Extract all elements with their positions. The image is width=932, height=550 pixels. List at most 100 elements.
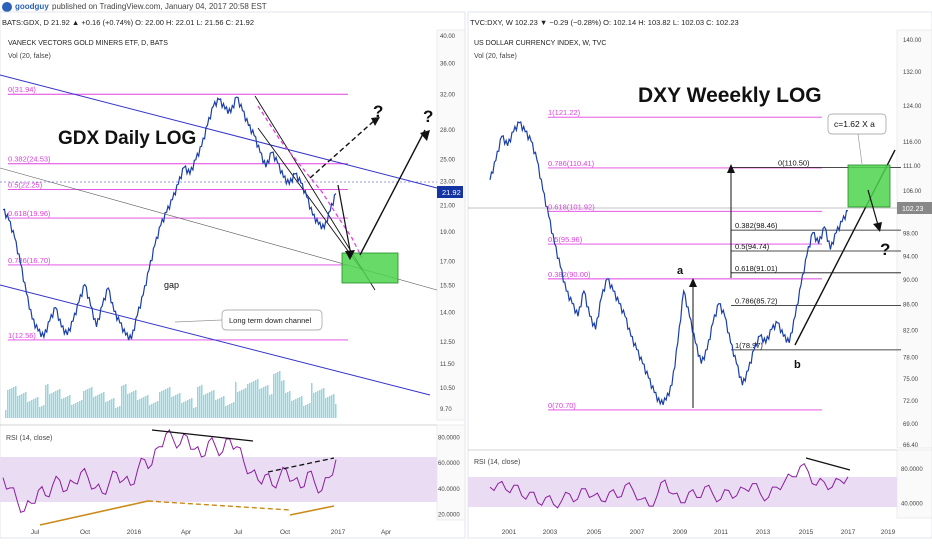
gdx-volume-bar xyxy=(151,404,153,418)
gdx-volume-bar xyxy=(257,379,259,418)
gdx-lower-channel-line xyxy=(0,284,431,396)
gdx-volume-bar xyxy=(165,389,167,418)
gdx-volume-bar xyxy=(131,392,133,418)
gdx-x-tick: 2017 xyxy=(331,529,346,536)
gdx-y-tick: 11.50 xyxy=(440,362,455,368)
gdx-volume-bar xyxy=(213,390,215,418)
gdx-y-tick: 32.00 xyxy=(440,93,456,99)
dxy-x-tick: 2005 xyxy=(587,529,602,536)
dxy-x-axis[interactable]: 2001 2003 2005 2007 2009 2011 2013 2015 2017 2019 xyxy=(502,529,896,536)
gdx-volume-bar xyxy=(11,388,13,418)
gdx-title: VANECK VECTORS GOLD MINERS ETF, D, BATS xyxy=(8,40,168,47)
gdx-y-tick: 25.00 xyxy=(440,158,456,164)
gdx-volume-bar xyxy=(267,385,269,418)
gdx-volume-bar xyxy=(155,402,157,418)
dxy-x-tick: 2009 xyxy=(673,529,688,536)
gdx-volume-bar xyxy=(125,384,127,418)
publisher-username[interactable]: goodguy xyxy=(15,2,49,11)
dxy-fib-label: 0(70.70) xyxy=(548,401,576,410)
gdx-volume-bar xyxy=(157,401,159,418)
gdx-volume-bar xyxy=(191,398,193,418)
dxy-proj-label: 0.786(85.72) xyxy=(735,296,778,305)
gdx-fib-label: 0(31.94) xyxy=(8,85,36,94)
gdx-volume-bar xyxy=(223,396,225,418)
gdx-volume-bar xyxy=(49,394,51,418)
gdx-volume-bar xyxy=(287,392,289,418)
gdx-volume-bar xyxy=(317,391,319,418)
gdx-volume-bar xyxy=(85,390,87,418)
gdx-volume-bar xyxy=(259,389,261,418)
gdx-rsi-support-1 xyxy=(39,500,149,526)
gdx-volume-bar xyxy=(277,372,279,418)
gdx-last-price: 21.92 xyxy=(442,188,461,197)
gdx-rsi-tick: 40.0000 xyxy=(438,487,460,493)
gdx-volume-bar xyxy=(147,395,149,418)
gdx-rsi-axis: 80.0000 60.0000 40.0000 20.0000 xyxy=(438,435,460,518)
gdx-volume-bar xyxy=(269,395,271,418)
gdx-x-tick: Oct xyxy=(80,529,90,536)
gdx-quote: BATS:GDX, D 21.92 ▲ +0.16 (+0.74%) O: 22… xyxy=(2,18,254,27)
gdx-rsi-line xyxy=(2,429,337,513)
publish-bar: goodguy published on TradingView.com, Ja… xyxy=(0,0,932,14)
gdx-up-arrow xyxy=(359,129,426,256)
gdx-volume-bar xyxy=(143,397,145,418)
gdx-volume-bar xyxy=(115,408,117,418)
gdx-volume-bar xyxy=(197,387,199,418)
gdx-volume-bar xyxy=(243,389,245,418)
gdx-volume-bar xyxy=(299,397,301,418)
dxy-x-tick: 2015 xyxy=(799,529,814,536)
gdx-volume-bar xyxy=(35,398,37,418)
dxy-question: ? xyxy=(880,240,890,259)
gdx-y-axis[interactable]: 40.00 36.00 32.00 28.00 25.00 23.00 21.00 19.00… xyxy=(440,34,456,413)
dxy-proj-label: 1(78.97) xyxy=(735,341,763,350)
gdx-volume-bar xyxy=(263,387,265,418)
dxy-vol-label: Vol (20, false) xyxy=(474,53,517,60)
gdx-volume-bar xyxy=(15,386,17,418)
gdx-volume-bar xyxy=(219,398,221,418)
gdx-volume-bar xyxy=(225,406,227,418)
gdx-volume-bar xyxy=(5,410,7,418)
gdx-volume-bar xyxy=(181,403,183,418)
gdx-volume-bar xyxy=(29,401,31,418)
gdx-volume-bar xyxy=(95,396,97,418)
gdx-volume-bar xyxy=(149,405,151,418)
gdx-volume-bar xyxy=(83,391,85,418)
gdx-volume-bar xyxy=(117,407,119,418)
gdx-volume-bar xyxy=(169,387,171,418)
gdx-volume-bar xyxy=(37,397,39,418)
gdx-y-tick: 40.00 xyxy=(440,34,456,40)
gdx-volume-bar xyxy=(45,385,47,418)
gdx-volume-bar xyxy=(321,389,323,418)
dxy-ratio-note: c=1.62 X a xyxy=(834,119,875,129)
dxy-y-tick: 124.00 xyxy=(903,104,922,110)
gdx-volume-bar xyxy=(59,389,61,418)
gdx-volume-bar xyxy=(271,394,273,418)
gdx-volume-bar xyxy=(209,392,211,418)
gdx-volume-bar xyxy=(333,394,335,418)
gdx-volume-bar xyxy=(129,393,131,418)
gdx-volume-bar xyxy=(319,390,321,418)
gdx-x-tick: Apr xyxy=(381,529,392,536)
gdx-volume-bar xyxy=(43,405,45,418)
gdx-x-axis[interactable]: Jul Oct 2016 Apr Jul Oct 2017 Apr xyxy=(31,529,392,536)
gdx-volume-bar xyxy=(307,404,309,418)
gdx-volume-bar xyxy=(91,387,93,418)
gdx-volume-bar xyxy=(253,381,255,418)
dxy-panel: TVC:DXY, W 102.23 ▼ −0.29 (−0.28%) O: 10… xyxy=(467,11,932,539)
gdx-volume-bar xyxy=(25,392,27,418)
gdx-volume-bar xyxy=(53,392,55,418)
gdx-volume-bar xyxy=(211,391,213,418)
gdx-rsi-band xyxy=(0,457,437,502)
gdx-volume-bar xyxy=(231,403,233,418)
gdx-fib-label: 0.382(24.53) xyxy=(8,155,51,164)
dxy-y-tick: 72.00 xyxy=(903,399,919,405)
gdx-volume-bar xyxy=(179,393,181,418)
gdx-volume-bar xyxy=(153,403,155,418)
dxy-proj-label: 0.618(91.01) xyxy=(735,264,778,273)
dxy-price-line xyxy=(489,121,849,406)
gdx-volume-bar xyxy=(87,389,89,418)
gdx-volume-bar xyxy=(315,392,317,418)
gdx-y-tick: 15.50 xyxy=(440,284,456,290)
gdx-channel-note: Long term down channel xyxy=(229,316,311,325)
gdx-volume-bar xyxy=(199,386,201,418)
